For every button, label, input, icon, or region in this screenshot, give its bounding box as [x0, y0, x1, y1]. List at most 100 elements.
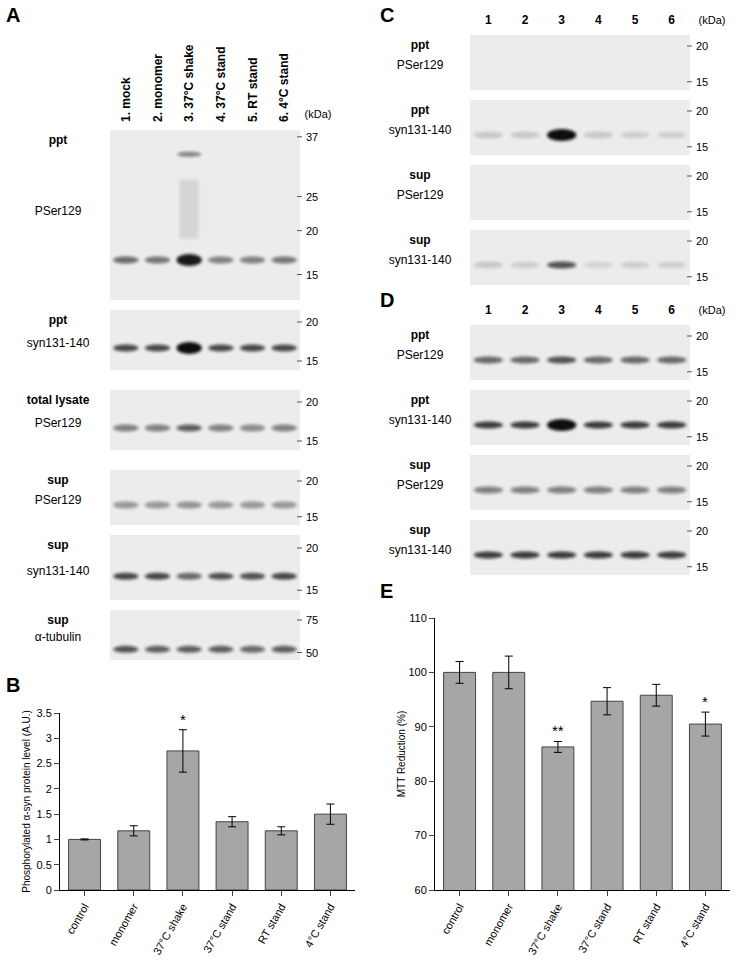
svg-text:20: 20 — [306, 225, 318, 237]
svg-text:α-tubulin: α-tubulin — [35, 630, 81, 644]
svg-text:1: 1 — [485, 13, 492, 27]
svg-text:RT stand: RT stand — [630, 901, 663, 945]
svg-text:control: control — [439, 901, 466, 936]
svg-text:6: 6 — [668, 13, 675, 27]
svg-text:(kDa): (kDa) — [699, 304, 726, 316]
svg-text:sup: sup — [409, 458, 430, 472]
svg-text:15: 15 — [696, 141, 708, 153]
svg-text:4: 4 — [595, 303, 602, 317]
svg-text:E: E — [380, 580, 393, 602]
svg-text:4: 4 — [595, 13, 602, 27]
svg-text:(kDa): (kDa) — [305, 108, 332, 120]
svg-text:syn131-140: syn131-140 — [389, 123, 452, 137]
svg-text:ppt: ppt — [411, 328, 430, 342]
svg-text:4°C stand: 4°C stand — [302, 901, 337, 949]
svg-text:B: B — [6, 674, 20, 696]
svg-text:37°C shake: 37°C shake — [151, 901, 190, 956]
svg-text:60: 60 — [415, 884, 427, 896]
svg-text:3: 3 — [558, 303, 565, 317]
svg-text:2.5: 2.5 — [37, 757, 52, 769]
svg-text:110: 110 — [409, 612, 427, 624]
svg-text:90: 90 — [415, 721, 427, 733]
svg-text:PSer129: PSer129 — [397, 478, 444, 492]
svg-text:control: control — [64, 901, 91, 936]
svg-text:syn131-140: syn131-140 — [27, 336, 90, 350]
svg-text:15: 15 — [306, 355, 318, 367]
svg-text:20: 20 — [306, 475, 318, 487]
svg-text:15: 15 — [696, 431, 708, 443]
svg-text:sup: sup — [47, 473, 68, 487]
svg-text:20: 20 — [306, 542, 318, 554]
svg-text:*: * — [180, 711, 186, 728]
svg-text:20: 20 — [696, 105, 708, 117]
svg-text:15: 15 — [696, 561, 708, 573]
svg-text:100: 100 — [408, 666, 426, 678]
svg-text:5. RT stand: 5. RT stand — [246, 57, 260, 122]
svg-text:syn131-140: syn131-140 — [389, 543, 452, 557]
svg-text:**: ** — [552, 722, 564, 739]
svg-text:20: 20 — [696, 170, 708, 182]
svg-text:5: 5 — [632, 13, 639, 27]
svg-text:4. 37°C stand: 4. 37°C stand — [214, 47, 228, 122]
svg-text:1: 1 — [485, 303, 492, 317]
svg-text:15: 15 — [696, 206, 708, 218]
svg-text:0: 0 — [46, 884, 52, 896]
svg-text:PSer129: PSer129 — [35, 204, 82, 218]
svg-text:Phosphorylated α-syn protein l: Phosphorylated α-syn protein level (A.U.… — [21, 710, 32, 893]
svg-text:20: 20 — [696, 330, 708, 342]
svg-text:25: 25 — [306, 191, 318, 203]
svg-text:15: 15 — [696, 76, 708, 88]
svg-text:3: 3 — [558, 13, 565, 27]
svg-text:20: 20 — [696, 40, 708, 52]
svg-text:37°C shake: 37°C shake — [526, 901, 565, 956]
svg-text:sup: sup — [47, 538, 68, 552]
svg-text:monomer: monomer — [107, 901, 141, 948]
svg-text:ppt: ppt — [49, 133, 68, 147]
svg-text:20: 20 — [696, 525, 708, 537]
svg-text:PSer129: PSer129 — [397, 188, 444, 202]
svg-text:2: 2 — [522, 13, 529, 27]
svg-text:ppt: ppt — [411, 38, 430, 52]
svg-text:37°C stand: 37°C stand — [576, 901, 614, 954]
svg-text:MTT Reduction (%): MTT Reduction (%) — [396, 711, 407, 798]
svg-text:A: A — [6, 4, 20, 26]
svg-text:20: 20 — [306, 396, 318, 408]
svg-text:*: * — [702, 693, 708, 710]
svg-text:37: 37 — [306, 131, 318, 143]
svg-text:15: 15 — [696, 271, 708, 283]
svg-text:50: 50 — [306, 647, 318, 659]
svg-text:1: 1 — [46, 833, 52, 845]
svg-text:3. 37°C shake: 3. 37°C shake — [182, 44, 196, 122]
svg-text:PSer129: PSer129 — [397, 58, 444, 72]
svg-text:80: 80 — [415, 775, 427, 787]
svg-text:PSer129: PSer129 — [397, 348, 444, 362]
svg-text:PSer129: PSer129 — [35, 493, 82, 507]
svg-text:ppt: ppt — [49, 313, 68, 327]
svg-text:sup: sup — [409, 233, 430, 247]
svg-text:1. mock: 1. mock — [119, 77, 133, 122]
svg-text:3.5: 3.5 — [37, 707, 52, 719]
svg-text:15: 15 — [306, 511, 318, 523]
svg-text:20: 20 — [696, 235, 708, 247]
svg-text:sup: sup — [47, 613, 68, 627]
svg-text:(kDa): (kDa) — [699, 14, 726, 26]
svg-text:syn131-140: syn131-140 — [389, 413, 452, 427]
svg-text:15: 15 — [306, 269, 318, 281]
svg-text:monomer: monomer — [482, 901, 516, 948]
svg-text:D: D — [380, 289, 394, 311]
svg-text:37°C stand: 37°C stand — [201, 901, 239, 954]
svg-text:5: 5 — [632, 303, 639, 317]
svg-text:ppt: ppt — [411, 393, 430, 407]
svg-text:4°C stand: 4°C stand — [677, 901, 712, 949]
svg-text:20: 20 — [306, 316, 318, 328]
svg-text:3: 3 — [46, 732, 52, 744]
svg-text:1.5: 1.5 — [37, 808, 52, 820]
svg-text:2. monomer: 2. monomer — [151, 54, 165, 122]
svg-text:syn131-140: syn131-140 — [27, 564, 90, 578]
svg-text:0.5: 0.5 — [37, 859, 52, 871]
svg-text:15: 15 — [696, 496, 708, 508]
svg-text:sup: sup — [409, 523, 430, 537]
svg-text:C: C — [380, 4, 394, 26]
svg-text:6: 6 — [668, 303, 675, 317]
svg-text:20: 20 — [696, 460, 708, 472]
